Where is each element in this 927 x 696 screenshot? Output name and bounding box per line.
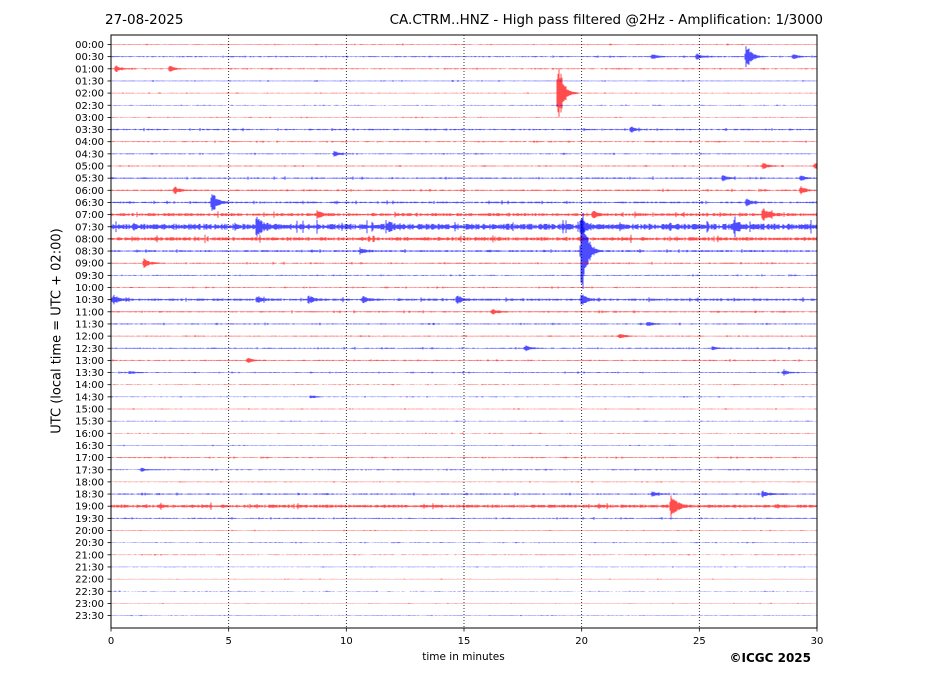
y-tick-label: 13:00 xyxy=(75,356,104,367)
y-tick-label: 15:30 xyxy=(75,417,104,428)
trace-0530 xyxy=(110,175,818,182)
trace-1730 xyxy=(110,467,818,472)
y-tick-label: 10:00 xyxy=(75,283,104,294)
y-tick-label: 13:30 xyxy=(75,368,104,379)
trace-1500 xyxy=(110,408,818,410)
y-tick-label: 22:30 xyxy=(75,587,104,598)
y-tick-label: 12:30 xyxy=(75,344,104,355)
y-tick-label: 15:00 xyxy=(75,405,104,416)
y-tick-label: 14:00 xyxy=(75,380,104,391)
y-tick-label: 20:30 xyxy=(75,538,104,549)
y-tick-label: 19:00 xyxy=(75,502,104,513)
trace-1600 xyxy=(110,432,818,435)
x-tick-label: 15 xyxy=(458,636,471,647)
y-tick-label: 00:00 xyxy=(75,40,104,51)
y-tick-label: 07:00 xyxy=(75,210,104,221)
y-tick-label: 11:00 xyxy=(75,307,104,318)
x-axis-label-text: time in minutes xyxy=(422,651,505,663)
y-tick-label: 10:30 xyxy=(75,295,104,306)
x-axis-label: time in minutes xyxy=(0,651,927,663)
x-tick-label: 5 xyxy=(225,636,231,647)
y-tick-label: 03:30 xyxy=(75,125,104,136)
trace-0630 xyxy=(110,194,818,211)
y-tick-label: 09:30 xyxy=(75,271,104,282)
y-tick-label: 04:30 xyxy=(75,149,104,160)
x-tick-label: 25 xyxy=(693,636,706,647)
y-tick-label: 06:30 xyxy=(75,198,104,209)
y-tick-label: 17:30 xyxy=(75,465,104,476)
y-tick-label: 14:30 xyxy=(75,392,104,403)
y-tick-label: 20:00 xyxy=(75,526,104,537)
y-tick-label: 12:00 xyxy=(75,332,104,343)
trace-0200 xyxy=(110,69,818,117)
y-tick-label: 23:30 xyxy=(75,611,104,622)
y-tick-label: 18:00 xyxy=(75,477,104,488)
x-axis: 0 5 10 15 20 25 30 xyxy=(108,628,824,647)
y-tick-label: 21:00 xyxy=(75,550,104,561)
x-tick-label: 20 xyxy=(575,636,588,647)
trace-2330 xyxy=(110,615,818,617)
y-tick-label: 11:30 xyxy=(75,319,104,330)
y-tick-label: 16:30 xyxy=(75,441,104,452)
trace-0500 xyxy=(110,162,818,170)
y-tick-label: 06:00 xyxy=(75,186,104,197)
y-tick-label: 01:30 xyxy=(75,76,104,87)
y-tick-label: 04:00 xyxy=(75,137,104,148)
y-tick-label: 16:00 xyxy=(75,429,104,440)
trace-1400 xyxy=(110,384,818,386)
date-label: 27-08-2025 xyxy=(105,12,184,28)
x-tick-label: 0 xyxy=(108,636,114,647)
y-tick-label: 17:00 xyxy=(75,453,104,464)
y-tick-label: 07:30 xyxy=(75,222,104,233)
x-tick-label: 30 xyxy=(811,636,824,647)
trace-1200 xyxy=(110,334,818,339)
y-tick-label: 23:00 xyxy=(75,599,104,610)
y-tick-label: 00:30 xyxy=(75,52,104,63)
trace-0600 xyxy=(110,186,818,195)
y-tick-label: 01:00 xyxy=(75,64,104,75)
y-tick-label: 08:00 xyxy=(75,234,104,245)
grid-lines xyxy=(228,35,700,628)
y-tick-label: 18:30 xyxy=(75,490,104,501)
y-tick-label: 08:30 xyxy=(75,247,104,258)
y-tick-label: 02:30 xyxy=(75,101,104,112)
x-tick-label: 10 xyxy=(340,636,353,647)
y-tick-label: 05:30 xyxy=(75,174,104,185)
y-tick-label: 05:00 xyxy=(75,162,104,173)
copyright-credit: ©ICGC 2025 xyxy=(729,651,811,665)
chart-title: CA.CTRM..HNZ - High pass filtered @2Hz -… xyxy=(389,12,823,28)
y-axis-label: UTC (local time = UTC + 02:00) xyxy=(49,228,65,434)
y-tick-label: 03:00 xyxy=(75,113,104,124)
y-tick-label: 19:30 xyxy=(75,514,104,525)
trace-1530 xyxy=(110,420,818,422)
y-tick-label: 21:30 xyxy=(75,562,104,573)
trace-1630 xyxy=(110,444,818,447)
y-tick-label: 09:00 xyxy=(75,259,104,270)
y-tick-label: 02:00 xyxy=(75,89,104,100)
y-tick-label: 22:00 xyxy=(75,575,104,586)
trace-0800 xyxy=(110,234,818,244)
